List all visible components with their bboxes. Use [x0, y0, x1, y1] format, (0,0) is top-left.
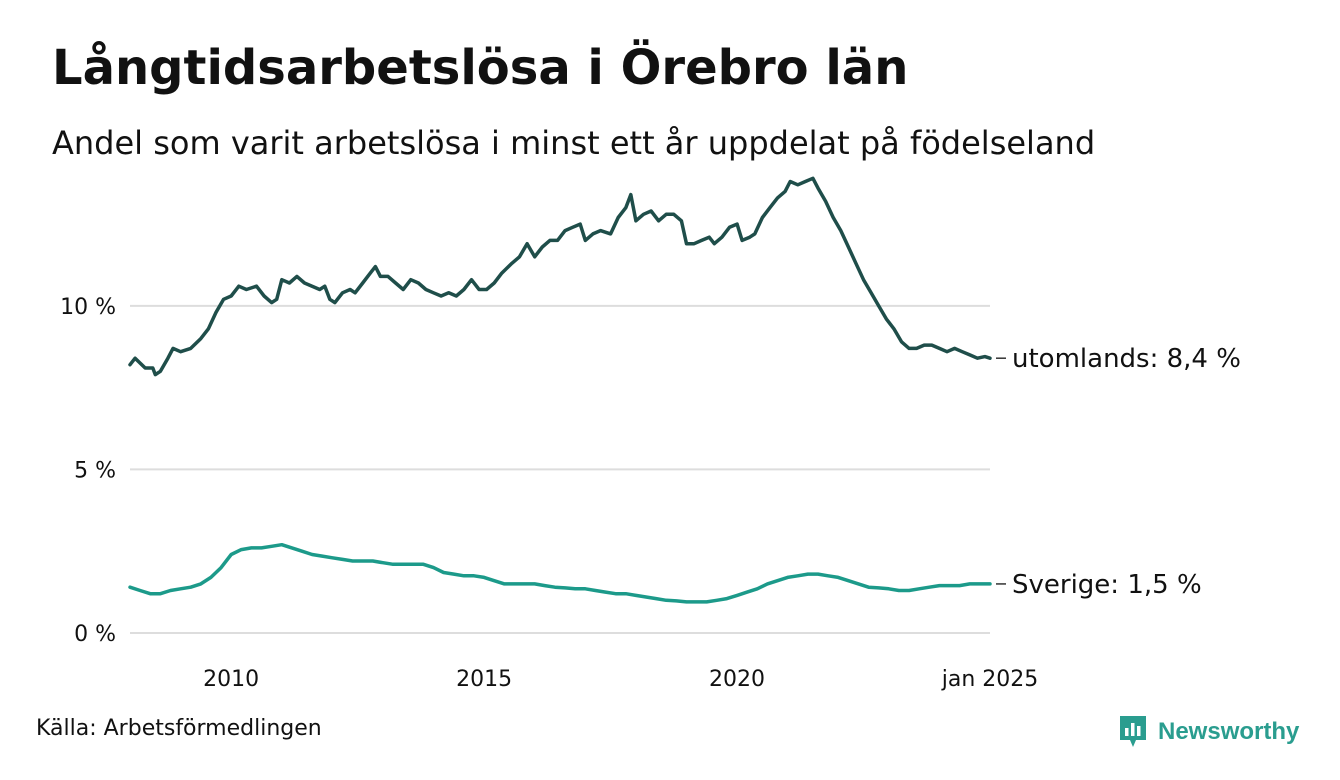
y-tick-label: 5 %: [74, 458, 116, 483]
series-lines: [128, 176, 992, 604]
series-line-utomlands: [128, 176, 992, 377]
series-end-labels: utomlands: 8,4 % Sverige: 1,5 %: [996, 344, 1241, 600]
x-axis-ticks: 2010 2015 2020 jan 2025: [203, 667, 1038, 692]
chart-subtitle: Andel som varit arbetslösa i minst ett å…: [52, 124, 1096, 162]
y-axis-ticks: 0 % 5 % 10 %: [60, 295, 116, 647]
x-tick-label: 2020: [709, 667, 765, 692]
end-label-utomlands: utomlands: 8,4 %: [1012, 344, 1241, 374]
series-line-sverige: [128, 542, 992, 604]
chart-title: Långtidsarbetslösa i Örebro län: [52, 40, 909, 96]
end-label-sverige: Sverige: 1,5 %: [1012, 570, 1202, 600]
y-tick-label: 10 %: [60, 295, 116, 320]
y-tick-label: 0 %: [74, 622, 116, 647]
brand-logo[interactable]: Newsworthy: [1118, 714, 1299, 750]
x-tick-label: jan 2025: [941, 667, 1039, 692]
x-tick-label: 2010: [203, 667, 259, 692]
newsworthy-icon: [1120, 716, 1146, 747]
brand-name: Newsworthy: [1158, 718, 1300, 745]
x-tick-label: 2015: [456, 667, 512, 692]
line-chart: 0 % 5 % 10 % 2010 2015 2020 jan 2025 utomland…: [60, 176, 1241, 692]
source-note: Källa: Arbetsförmedlingen: [36, 716, 322, 741]
grid-lines: [130, 304, 990, 634]
